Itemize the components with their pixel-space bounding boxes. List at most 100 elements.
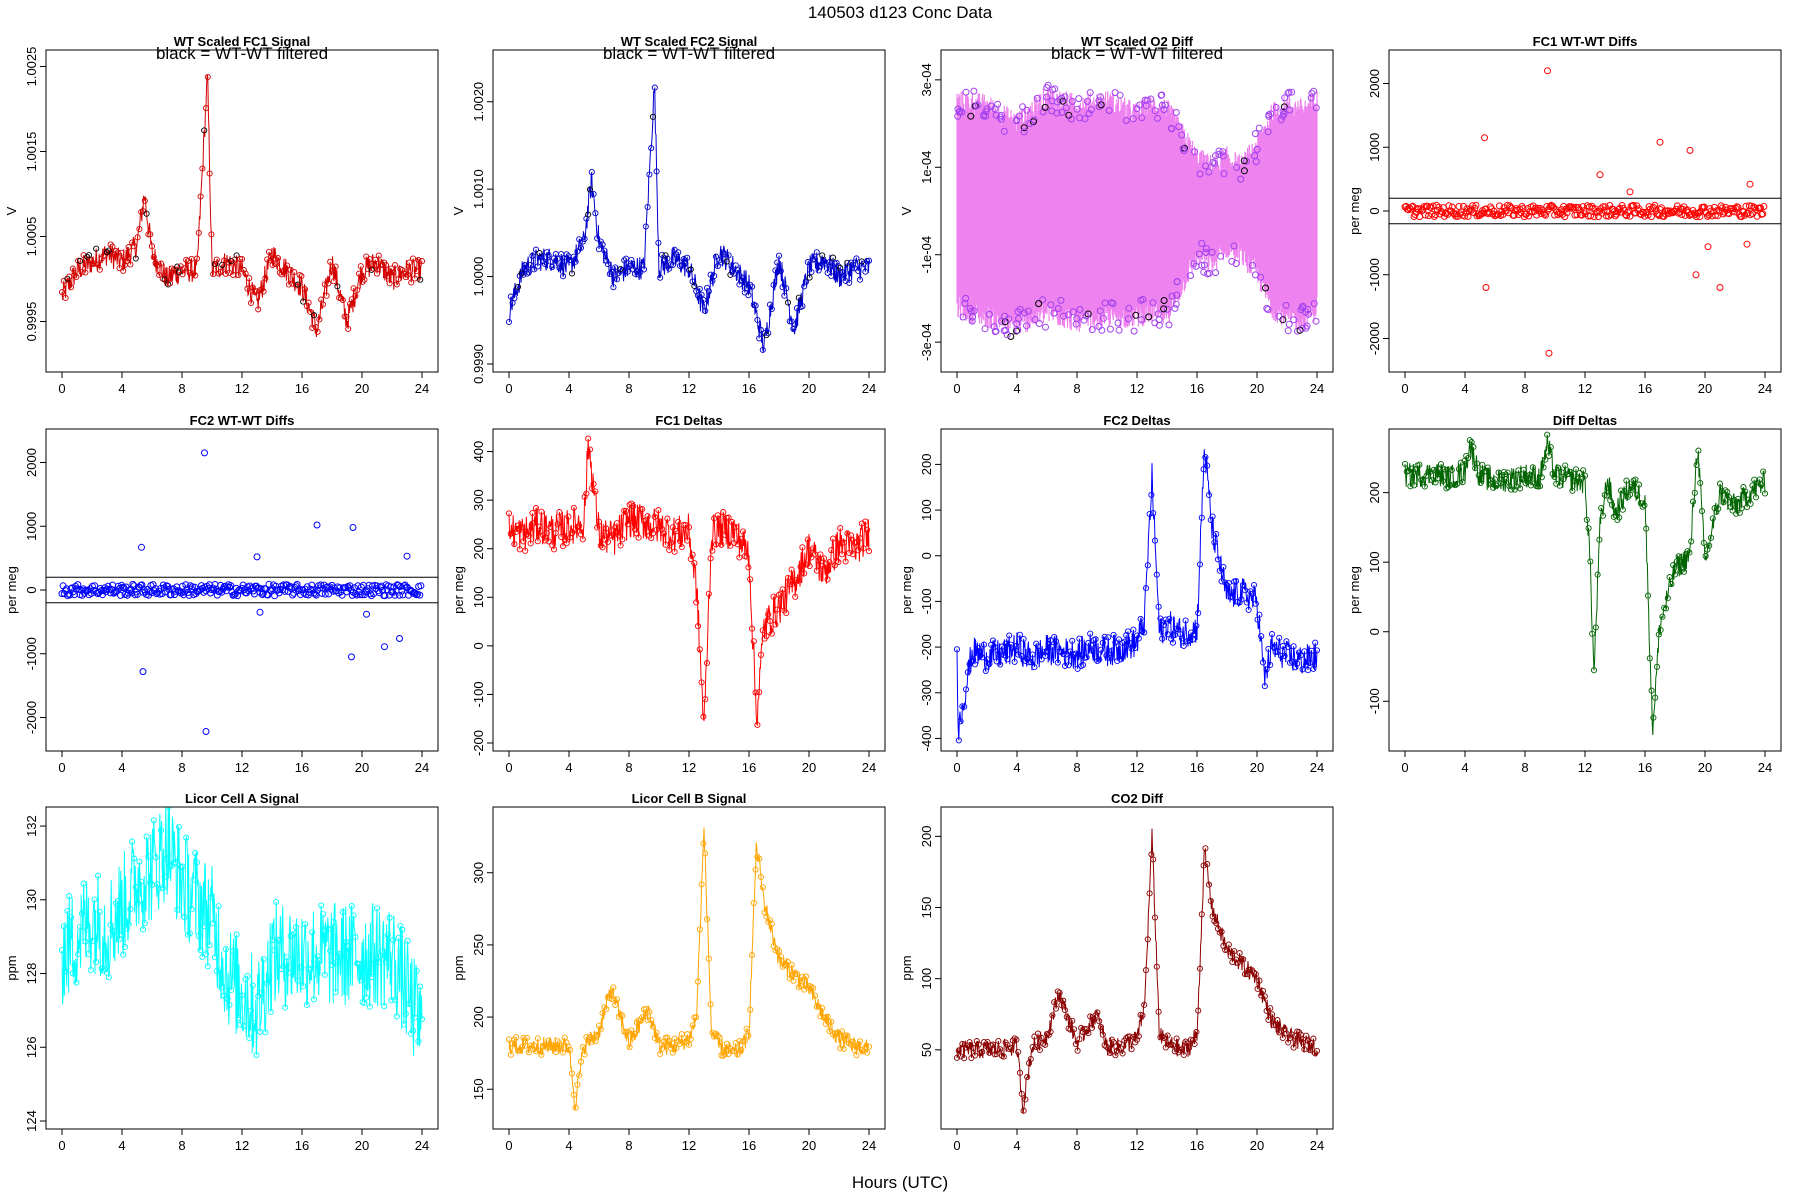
y-tick-label: 0.9990: [471, 344, 486, 384]
series-marker: [1220, 170, 1228, 178]
series-marker: [204, 73, 211, 81]
series-marker: [417, 983, 424, 990]
series-marker: [1265, 112, 1273, 120]
y-tick-label: 132: [24, 815, 39, 837]
series-marker: [788, 961, 795, 968]
series-marker: [373, 905, 381, 912]
series-marker: [330, 919, 337, 926]
data-point: [1734, 203, 1742, 211]
series-marker: [567, 1046, 574, 1054]
series-marker: [400, 1021, 408, 1028]
series-marker: [1299, 1039, 1306, 1046]
series-marker: [152, 854, 159, 861]
series-marker: [1103, 1043, 1110, 1050]
series-marker: [847, 532, 855, 539]
series-marker: [361, 276, 368, 283]
series-marker: [1668, 581, 1675, 588]
series-marker: [1061, 662, 1069, 669]
series-marker: [523, 530, 531, 537]
series-marker: [966, 1039, 973, 1046]
series-marker: [372, 958, 379, 965]
series-marker: [1212, 152, 1219, 160]
series-marker: [379, 948, 386, 955]
data-point: [1476, 211, 1484, 219]
series-marker: [1727, 503, 1734, 510]
series-marker: [768, 630, 775, 637]
series-marker: [624, 521, 631, 528]
series-marker: [1646, 655, 1653, 662]
series-marker: [1445, 484, 1452, 491]
series-marker: [71, 272, 78, 279]
series-marker: [1240, 956, 1247, 963]
x-tick-label: 4: [118, 381, 125, 396]
panel-note: black = WT-WT filtered: [1051, 44, 1223, 63]
series-marker: [1016, 631, 1024, 638]
series-marker: [258, 989, 265, 996]
data-point: [1629, 201, 1637, 209]
y-tick-label: 130: [24, 889, 39, 911]
series-marker: [993, 1050, 1000, 1058]
series-marker: [1297, 652, 1304, 659]
series-marker: [1603, 492, 1610, 499]
series-marker: [1013, 1036, 1020, 1043]
series-marker: [1070, 1026, 1078, 1033]
series-marker: [810, 985, 817, 992]
series-marker: [1211, 918, 1218, 925]
series-marker: [1592, 624, 1599, 631]
series-marker: [574, 527, 581, 535]
series-marker: [1500, 468, 1508, 476]
outlier-point: [348, 653, 355, 661]
series-marker: [352, 292, 359, 300]
series-marker: [332, 263, 339, 270]
series-marker: [669, 524, 676, 531]
series-marker: [399, 926, 406, 933]
series-marker: [301, 921, 309, 928]
series-marker: [314, 328, 321, 335]
series-marker: [1186, 1044, 1193, 1051]
series-marker: [1477, 479, 1484, 487]
series-marker: [217, 268, 224, 276]
series-marker: [507, 293, 514, 300]
series-marker: [626, 1044, 633, 1051]
series-marker: [294, 281, 301, 288]
series-marker: [1059, 97, 1067, 105]
x-tick-label: 8: [1073, 1138, 1080, 1153]
series-marker: [970, 87, 978, 95]
series-marker: [1042, 323, 1049, 331]
plot-area: [58, 807, 426, 1059]
series-marker: [357, 263, 364, 270]
series-marker: [1237, 175, 1245, 183]
series-marker: [1285, 320, 1293, 328]
series-marker: [413, 267, 420, 275]
series-marker: [148, 243, 156, 250]
series-marker: [855, 547, 862, 554]
series-marker: [1097, 101, 1105, 109]
series-marker: [720, 1052, 727, 1059]
series-marker: [1137, 615, 1144, 622]
series-marker: [572, 1104, 579, 1111]
series-marker: [955, 1047, 962, 1054]
outlier-point: [1716, 284, 1724, 291]
series-marker: [1180, 1051, 1187, 1059]
series-marker: [581, 235, 588, 242]
series-line: [61, 807, 423, 1056]
series-marker: [1058, 108, 1066, 116]
series-marker: [215, 270, 222, 277]
series-marker: [964, 669, 971, 676]
series-marker: [576, 1072, 583, 1079]
series-marker: [1191, 630, 1198, 637]
series-marker: [1038, 656, 1045, 663]
series-marker: [220, 257, 228, 264]
series-marker: [334, 958, 341, 965]
series-marker: [1276, 1029, 1283, 1036]
panel-frame: [492, 806, 886, 1130]
series-marker: [399, 267, 406, 274]
data-point: [256, 588, 264, 596]
series-marker: [541, 537, 549, 544]
y-axis-label: per meg: [1347, 187, 1362, 235]
series-marker: [1133, 1036, 1141, 1043]
series-marker: [1635, 481, 1643, 488]
data-point: [1626, 212, 1634, 220]
series-marker: [321, 281, 328, 288]
series-marker: [694, 623, 702, 630]
